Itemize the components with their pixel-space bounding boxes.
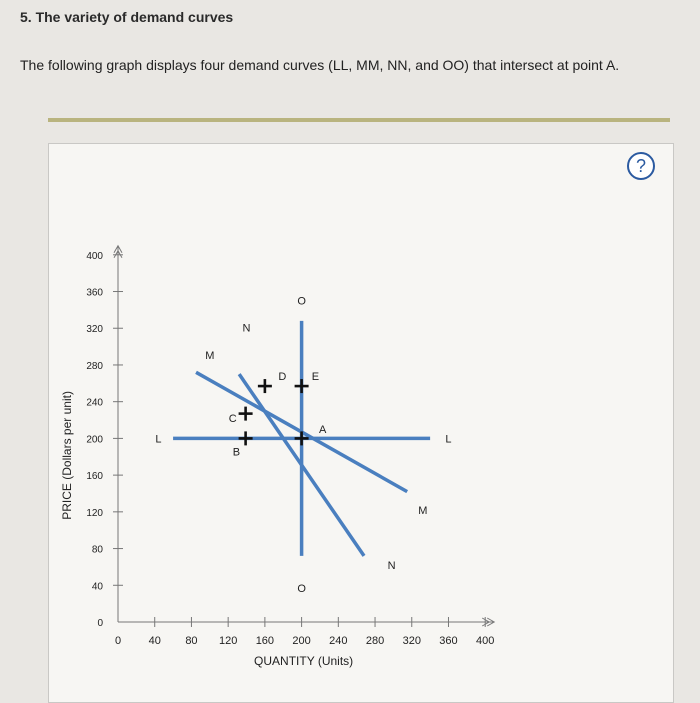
curve-label-l: L xyxy=(445,433,451,445)
curve-label-n: N xyxy=(388,560,396,572)
curve-label-n: N xyxy=(243,322,251,334)
point-label-e: E xyxy=(312,371,319,383)
point-label-d: D xyxy=(278,371,286,383)
y-axis-label: PRICE (Dollars per unit) xyxy=(60,391,74,520)
curve-label-m: M xyxy=(205,350,214,362)
point-label-c: C xyxy=(229,413,237,425)
y-axis-arrow xyxy=(113,249,123,259)
x-tick-label: 80 xyxy=(185,635,197,647)
y-tick-label: 40 xyxy=(92,581,104,592)
point-e[interactable] xyxy=(294,379,309,394)
axes: 0 40 80 120 160 200 240 280 320 360 400 0 40 80 120 160… xyxy=(86,244,496,647)
x-tick-label: 200 xyxy=(292,635,310,647)
point-label-b: B xyxy=(233,446,240,458)
y-tick-label: 160 xyxy=(86,471,103,482)
help-button[interactable]: ? xyxy=(627,152,655,180)
y-tick-label: 240 xyxy=(86,398,103,409)
x-tick-label: 400 xyxy=(476,635,494,647)
y-tick-label: 80 xyxy=(92,545,104,556)
y-tick-label: 120 xyxy=(86,508,103,519)
question-intro: The following graph displays four demand… xyxy=(20,57,620,73)
y-tick-label: 0 xyxy=(97,618,103,629)
y-tick-label: 200 xyxy=(86,434,103,445)
section-divider xyxy=(48,118,670,122)
x-tick-label: 160 xyxy=(256,635,274,647)
y-tick-label: 280 xyxy=(86,361,103,372)
point-a[interactable] xyxy=(294,431,309,446)
x-axis-arrow xyxy=(481,617,491,627)
point-d[interactable] xyxy=(257,379,272,394)
y-tick-label: 320 xyxy=(86,324,103,335)
point-c[interactable] xyxy=(238,406,253,421)
graph-panel xyxy=(48,143,674,703)
x-axis-arrow xyxy=(486,617,496,627)
curve-points[interactable]: A B C D E xyxy=(229,371,327,458)
x-tick-label: 360 xyxy=(439,635,457,647)
x-tick-label: 120 xyxy=(219,635,237,647)
y-tick-label: 360 xyxy=(86,288,103,299)
x-tick-label: 0 xyxy=(115,635,121,647)
x-tick-label: 320 xyxy=(403,635,421,647)
curve-label-l: L xyxy=(155,433,161,445)
demand-curves: L L M M N N O O xyxy=(155,296,451,595)
y-axis-arrow xyxy=(113,244,123,254)
question-heading: 5. The variety of demand curves xyxy=(20,9,234,25)
curve-label-m: M xyxy=(418,505,427,517)
x-tick-label: 40 xyxy=(149,635,161,647)
x-tick-label: 280 xyxy=(366,635,384,647)
point-b[interactable] xyxy=(238,431,253,446)
curve-label-o: O xyxy=(297,296,306,308)
y-tick-label: 400 xyxy=(86,251,103,262)
x-axis-label: QUANTITY (Units) xyxy=(254,654,353,668)
x-tick-label: 240 xyxy=(329,635,347,647)
curve-label-o: O xyxy=(297,583,306,595)
point-label-a: A xyxy=(319,424,327,436)
